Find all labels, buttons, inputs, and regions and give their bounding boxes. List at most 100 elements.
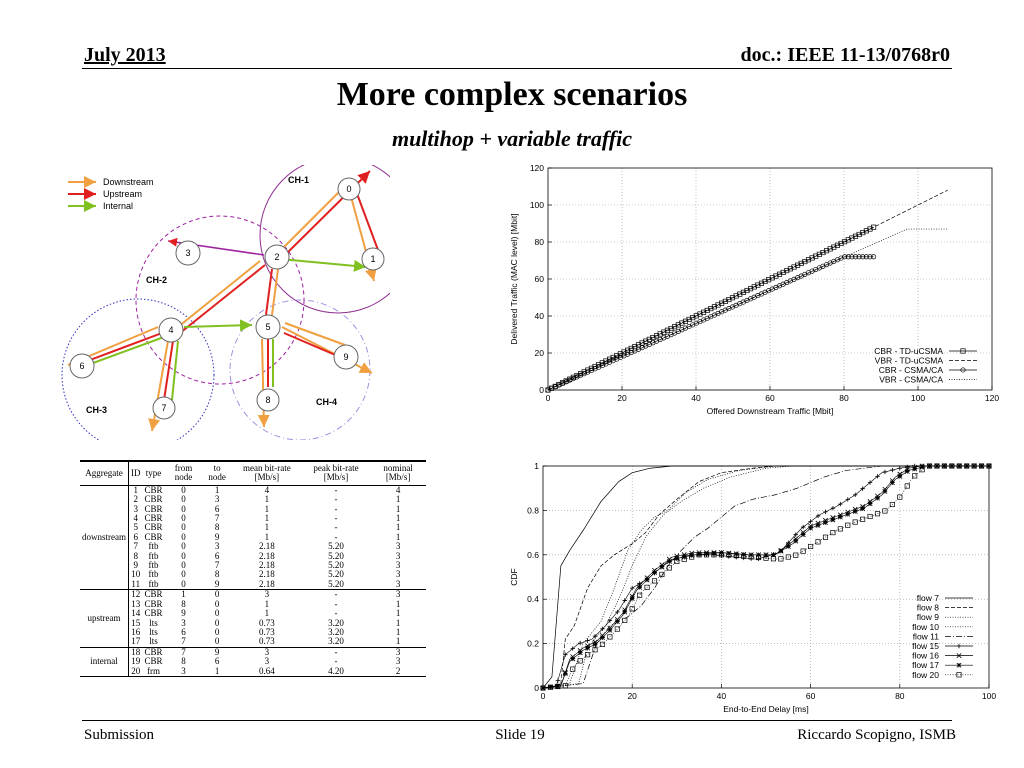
data-point: [791, 264, 797, 270]
table-cell: -: [334, 598, 338, 609]
node-2: 2: [264, 244, 290, 270]
table-row: 2 CBR 0 3 1 - 1: [80, 494, 426, 505]
data-point: [852, 254, 859, 260]
table-header-cell: peak bit-rate [Mb/s]: [313, 463, 359, 483]
legend-upstream: Upstream: [103, 189, 142, 199]
x-tick-label: 0: [541, 691, 546, 701]
data-point: [737, 291, 743, 297]
table-cell: 5: [128, 523, 143, 533]
data-point: [956, 463, 962, 469]
data-point: [919, 464, 925, 470]
header-doc-id: doc.: IEEE 11-13/0768r0: [740, 44, 950, 66]
table-row: 17 lts 7 0 0.73 3.20 1: [80, 637, 426, 648]
table-cell: CBR: [144, 531, 163, 542]
table-cell: 7: [181, 646, 186, 657]
table-cell: 3: [395, 578, 401, 589]
table-cell: CBR: [144, 589, 163, 600]
legend-entry: flow 20: [912, 670, 939, 680]
table-cell: 3: [128, 504, 143, 515]
table-cell: 0: [181, 541, 186, 552]
data-point: [793, 552, 799, 558]
x-tick-label: 20: [627, 691, 637, 701]
table-header-cell: from node: [174, 463, 193, 483]
data-point: [770, 556, 776, 562]
table-cell: 6: [181, 626, 186, 637]
data-point: [547, 684, 553, 690]
data-point: [809, 255, 815, 261]
data-point: [758, 280, 764, 286]
header-date: July 2013: [84, 44, 166, 66]
ch3-label: CH-3: [86, 405, 107, 415]
data-point: [555, 683, 561, 689]
legend-internal: Internal: [103, 201, 133, 211]
data-point: [815, 513, 821, 519]
table-cell: 14: [128, 608, 143, 619]
ch1-label: CH-1: [288, 175, 309, 185]
data-point: [800, 532, 806, 538]
data-point: [815, 522, 821, 528]
data-point: [748, 554, 754, 560]
data-point: [562, 683, 568, 689]
data-point: [585, 645, 591, 651]
data-point: [808, 519, 813, 524]
table-cell: 3: [395, 646, 401, 657]
x-tick-label: 120: [985, 393, 999, 403]
data-point: [599, 360, 605, 366]
data-point: [802, 259, 808, 265]
table-group-cell: upstream: [87, 612, 121, 623]
data-point: [956, 672, 962, 678]
data-point: [949, 463, 955, 469]
ch2-label: CH-2: [146, 275, 167, 285]
x-tick-label: 20: [617, 393, 627, 403]
data-point: [882, 508, 888, 514]
data-point: [726, 552, 732, 558]
table-cell: 0: [214, 617, 220, 628]
table-cell: 6: [214, 503, 220, 514]
data-point: [637, 592, 643, 598]
data-point: [875, 474, 880, 479]
ch4-circle: [229, 299, 371, 440]
data-point: [578, 371, 584, 377]
header-divider: [82, 68, 952, 69]
table-cell: 0: [181, 494, 186, 505]
series-line: [542, 465, 989, 689]
data-point: [770, 552, 776, 558]
data-point: [615, 609, 620, 615]
table-cell: 3: [264, 646, 270, 657]
svg-text:0: 0: [346, 184, 351, 194]
data-point: [941, 463, 947, 469]
footer-author: Riccardo Scopigno, ISMB: [797, 727, 956, 743]
y-axis-label: Delivered Traffic (MAC level) [Mbit]: [509, 213, 519, 344]
data-point: [838, 240, 844, 247]
x-tick-label: 0: [546, 393, 551, 403]
data-point: [860, 506, 866, 512]
data-point: [863, 228, 869, 234]
data-point: [585, 638, 590, 643]
table-cell: 1: [395, 608, 401, 619]
table-cell: CBR: [144, 598, 163, 609]
data-point: [780, 269, 786, 275]
table-cell: 3: [395, 541, 401, 552]
table-cell: 5.20: [328, 550, 344, 561]
data-point: [845, 522, 851, 528]
data-point: [629, 595, 635, 601]
table-row: 11 ftb 0 9 2.18 5.20 3: [80, 578, 426, 590]
table-row: 8 ftb 0 6 2.18 5.20 3: [80, 550, 426, 562]
data-point: [776, 271, 783, 277]
throughput-chart: 0 20 40 60 80 100 120 0 20 40 60 80 100 120 Offered Do…: [509, 163, 999, 416]
table-cell: -: [334, 656, 338, 667]
table-cell: ftb: [148, 578, 159, 589]
data-point: [726, 297, 732, 303]
data-point: [837, 526, 843, 532]
table-cell: CBR: [144, 503, 163, 514]
table-row: 14 CBR 9 0 1 - 1: [80, 608, 426, 619]
ch4-label: CH-4: [316, 397, 337, 407]
ch3-circle: [61, 298, 215, 440]
x-tick-label: 60: [806, 691, 816, 701]
data-point: [912, 473, 918, 479]
legend-entry: flow 17: [912, 660, 939, 670]
data-point: [592, 647, 598, 653]
link-1-0-up: [355, 190, 379, 251]
table-cell: 0: [214, 589, 220, 600]
data-point: [986, 463, 992, 469]
